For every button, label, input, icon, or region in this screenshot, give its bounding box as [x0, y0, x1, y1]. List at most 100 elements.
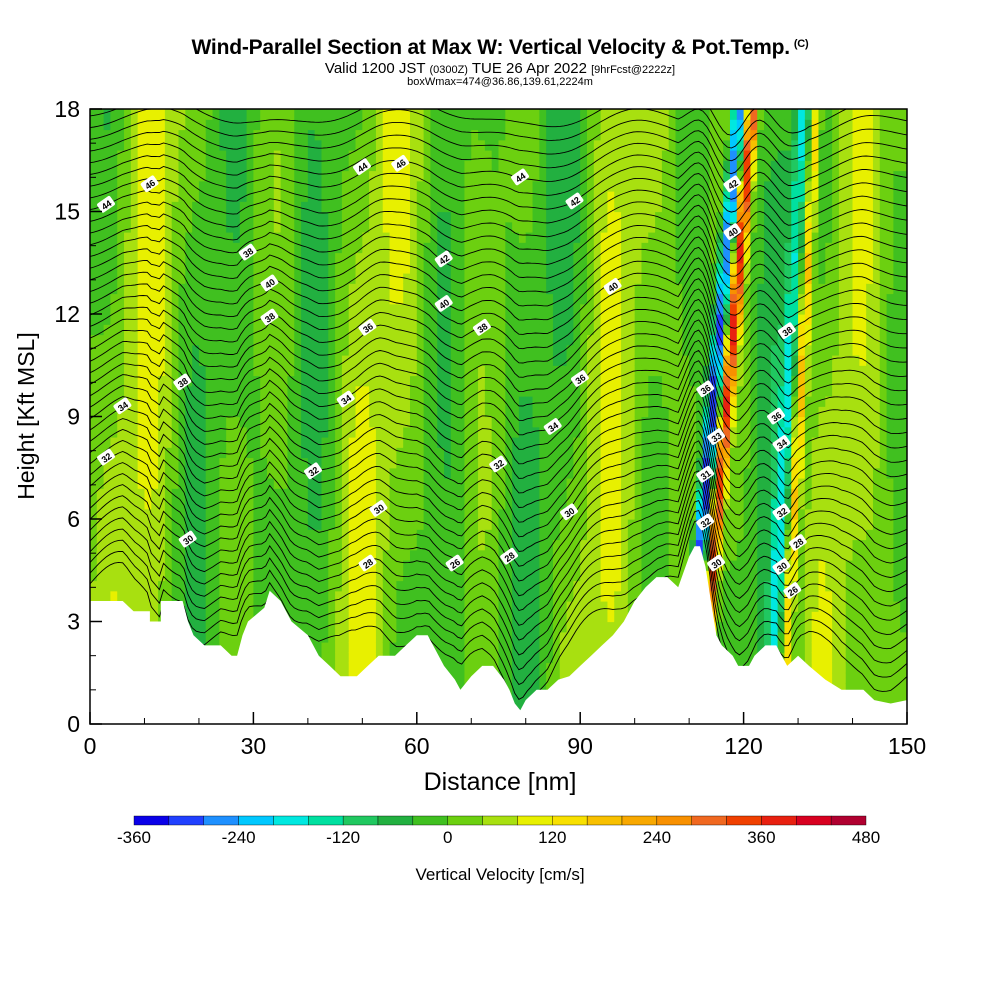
- velocity-cell: [90, 129, 98, 141]
- velocity-cell: [621, 232, 629, 243]
- velocity-cell: [362, 519, 370, 530]
- velocity-cell: [137, 488, 146, 500]
- velocity-cell: [566, 590, 574, 602]
- velocity-cell: [171, 437, 180, 448]
- velocity-cell: [198, 262, 207, 274]
- velocity-cell: [396, 539, 404, 551]
- velocity-cell: [205, 396, 214, 407]
- velocity-cell: [389, 139, 397, 151]
- velocity-cell: [423, 457, 432, 469]
- velocity-cell: [341, 314, 350, 325]
- velocity-cell: [566, 396, 574, 407]
- velocity-cell: [498, 508, 506, 520]
- velocity-cell: [328, 478, 336, 489]
- velocity-cell: [137, 303, 146, 315]
- velocity-cell: [382, 119, 391, 131]
- velocity-cell: [328, 426, 336, 438]
- velocity-cell: [212, 252, 220, 264]
- velocity-cell: [232, 601, 241, 612]
- velocity-cell: [484, 109, 493, 120]
- velocity-cell: [409, 221, 418, 233]
- velocity-cell: [389, 457, 397, 469]
- velocity-cell: [341, 109, 350, 120]
- velocity-cell: [90, 283, 98, 295]
- velocity-cell: [648, 549, 656, 561]
- velocity-cell: [294, 498, 302, 510]
- velocity-cell: [253, 170, 261, 182]
- velocity-cell: [362, 642, 370, 653]
- velocity-cell: [328, 170, 336, 182]
- velocity-cell: [348, 396, 357, 407]
- velocity-cell: [260, 457, 268, 469]
- velocity-cell: [430, 109, 438, 120]
- velocity-cell: [641, 293, 649, 305]
- velocity-cell: [205, 478, 214, 489]
- valid-prefix: Valid 1200 JST: [324, 60, 426, 77]
- velocity-cell: [205, 467, 214, 479]
- velocity-cell: [614, 355, 622, 366]
- velocity-cell: [416, 467, 425, 479]
- velocity-cell: [178, 365, 186, 377]
- velocity-cell: [273, 191, 282, 202]
- velocity-cell: [600, 467, 609, 479]
- velocity-cell: [232, 406, 241, 418]
- velocity-cell: [525, 621, 534, 633]
- velocity-cell: [124, 109, 132, 120]
- velocity-cell: [552, 375, 561, 387]
- velocity-cell: [587, 519, 595, 530]
- velocity-cell: [444, 303, 452, 315]
- velocity-cell: [192, 416, 200, 428]
- velocity-cell: [573, 109, 581, 120]
- velocity-cell: [198, 129, 207, 141]
- velocity-cell: [273, 467, 282, 479]
- velocity-cell: [498, 129, 506, 141]
- velocity-cell: [587, 191, 595, 202]
- velocity-cell: [232, 109, 241, 120]
- velocity-cell: [362, 139, 370, 151]
- velocity-cell: [457, 580, 466, 592]
- velocity-cell: [158, 467, 166, 479]
- velocity-cell: [593, 580, 602, 592]
- velocity-cell: [512, 273, 520, 284]
- velocity-cell: [491, 549, 500, 561]
- velocity-cell: [641, 447, 649, 459]
- velocity-cell: [539, 375, 547, 387]
- velocity-cell: [348, 488, 357, 500]
- velocity-cell: [239, 293, 248, 305]
- velocity-cell: [335, 560, 343, 571]
- velocity-cell: [525, 303, 534, 315]
- velocity-cell: [552, 160, 561, 172]
- velocity-cell: [178, 457, 186, 469]
- velocity-cell: [239, 201, 248, 213]
- velocity-cell: [491, 211, 500, 223]
- velocity-cell: [416, 519, 425, 530]
- velocity-cell: [321, 426, 329, 438]
- velocity-cell: [164, 355, 173, 366]
- velocity-cell: [239, 221, 248, 233]
- velocity-cell: [103, 344, 112, 356]
- velocity-cell: [260, 211, 268, 223]
- velocity-cell: [124, 344, 132, 356]
- velocity-cell: [198, 437, 207, 448]
- velocity-cell: [382, 344, 391, 356]
- velocity-cell: [539, 324, 547, 336]
- velocity-cell: [151, 314, 159, 325]
- velocity-cell: [450, 221, 459, 233]
- velocity-cell: [321, 365, 329, 377]
- velocity-cell: [593, 601, 602, 612]
- velocity-cell: [498, 365, 506, 377]
- velocity-cell: [580, 539, 588, 551]
- velocity-cell: [382, 365, 391, 377]
- velocity-cell: [450, 252, 459, 264]
- velocity-cell: [607, 355, 615, 366]
- velocity-cell: [457, 262, 466, 274]
- velocity-cell: [151, 242, 159, 254]
- velocity-cell: [641, 375, 649, 387]
- velocity-cell: [614, 303, 622, 315]
- velocity-cell: [600, 396, 609, 407]
- velocity-cell: [294, 447, 302, 459]
- velocity-cell: [90, 406, 98, 418]
- velocity-cell: [321, 119, 329, 131]
- velocity-cell: [450, 447, 459, 459]
- velocity-cell: [110, 242, 118, 254]
